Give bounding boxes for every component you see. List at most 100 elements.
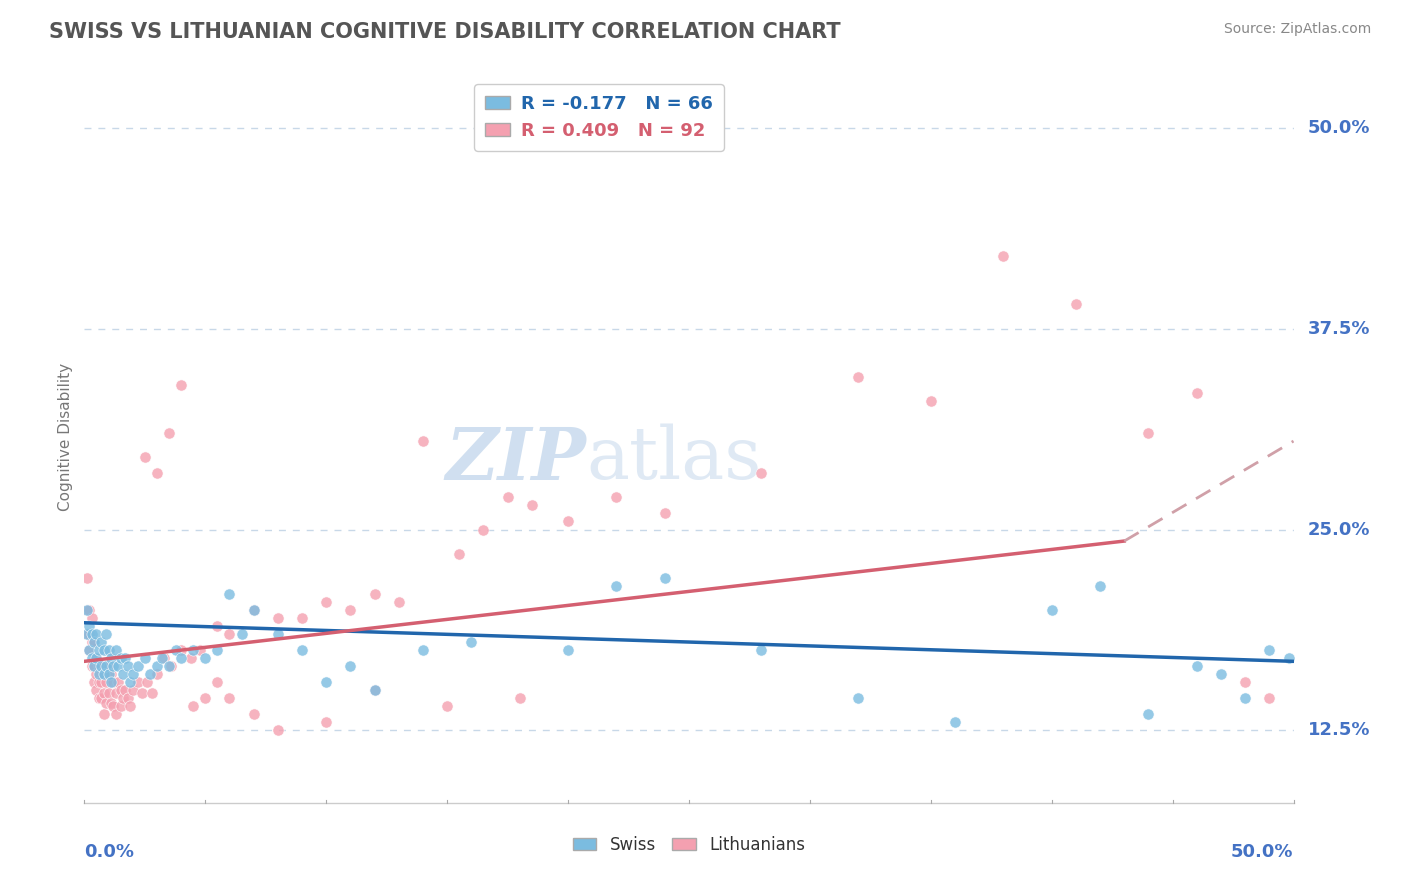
Point: [93, 643, 115, 657]
Point: [100, 651, 122, 665]
Point: [87, 643, 110, 657]
Point: [83, 659, 105, 673]
Point: [605, 579, 627, 593]
Point: [654, 571, 676, 585]
Point: [83, 635, 105, 649]
Point: [846, 369, 869, 384]
Point: [412, 643, 434, 657]
Point: [90, 691, 112, 706]
Point: [472, 523, 495, 537]
Point: [94, 627, 117, 641]
Point: [97, 667, 120, 681]
Point: [90, 675, 112, 690]
Point: [86, 651, 108, 665]
Point: [86, 651, 108, 665]
Point: [77, 643, 100, 657]
Point: [557, 515, 579, 529]
Point: [83, 659, 105, 673]
Point: [87, 659, 110, 673]
Point: [509, 691, 531, 706]
Text: atlas: atlas: [586, 424, 762, 494]
Point: [751, 467, 773, 481]
Point: [170, 651, 193, 665]
Point: [80, 635, 103, 649]
Point: [77, 643, 100, 657]
Point: [104, 707, 127, 722]
Point: [138, 667, 160, 681]
Point: [136, 675, 159, 690]
Point: [87, 667, 110, 681]
Point: [104, 643, 127, 657]
Point: [134, 450, 156, 465]
Text: 12.5%: 12.5%: [1308, 722, 1371, 739]
Text: Source: ZipAtlas.com: Source: ZipAtlas.com: [1223, 22, 1371, 37]
Point: [103, 675, 125, 690]
Point: [94, 696, 117, 710]
Point: [114, 683, 136, 698]
Point: [157, 425, 180, 440]
Point: [93, 707, 115, 722]
Point: [520, 499, 543, 513]
Point: [153, 651, 176, 665]
Point: [231, 627, 253, 641]
Legend: Swiss, Lithuanians: Swiss, Lithuanians: [567, 829, 811, 860]
Point: [77, 603, 100, 617]
Point: [97, 659, 120, 673]
Point: [100, 696, 122, 710]
Point: [86, 667, 108, 681]
Point: [146, 467, 169, 481]
Point: [86, 683, 108, 698]
Point: [93, 667, 115, 681]
Point: [134, 651, 156, 665]
Point: [150, 651, 173, 665]
Point: [121, 683, 143, 698]
Point: [1258, 643, 1281, 657]
Point: [94, 675, 117, 690]
Point: [110, 651, 132, 665]
Text: 37.5%: 37.5%: [1308, 319, 1371, 337]
Y-axis label: Cognitive Disability: Cognitive Disability: [58, 363, 73, 511]
Point: [94, 659, 117, 673]
Point: [112, 691, 135, 706]
Point: [103, 659, 125, 673]
Point: [1234, 691, 1257, 706]
Point: [605, 491, 627, 505]
Point: [1258, 691, 1281, 706]
Point: [170, 643, 193, 657]
Point: [943, 715, 966, 730]
Point: [267, 627, 290, 641]
Point: [80, 611, 103, 625]
Point: [315, 675, 337, 690]
Point: [127, 675, 149, 690]
Point: [141, 686, 163, 700]
Point: [207, 619, 229, 633]
Point: [117, 659, 139, 673]
Point: [363, 683, 385, 698]
Point: [83, 675, 105, 690]
Point: [194, 691, 217, 706]
Point: [100, 675, 122, 690]
Point: [146, 667, 169, 681]
Point: [242, 603, 264, 617]
Point: [1040, 603, 1063, 617]
Point: [190, 643, 212, 657]
Point: [339, 603, 361, 617]
Point: [97, 643, 120, 657]
Point: [194, 651, 217, 665]
Point: [100, 667, 122, 681]
Point: [90, 659, 112, 673]
Point: [1234, 675, 1257, 690]
Point: [107, 659, 129, 673]
Point: [146, 659, 169, 673]
Point: [93, 667, 115, 681]
Point: [181, 643, 204, 657]
Point: [112, 667, 135, 681]
Point: [1137, 707, 1160, 722]
Text: 0.0%: 0.0%: [84, 843, 135, 861]
Point: [131, 686, 153, 700]
Point: [339, 659, 361, 673]
Point: [165, 643, 187, 657]
Point: [496, 491, 519, 505]
Point: [103, 699, 125, 714]
Point: [157, 659, 180, 673]
